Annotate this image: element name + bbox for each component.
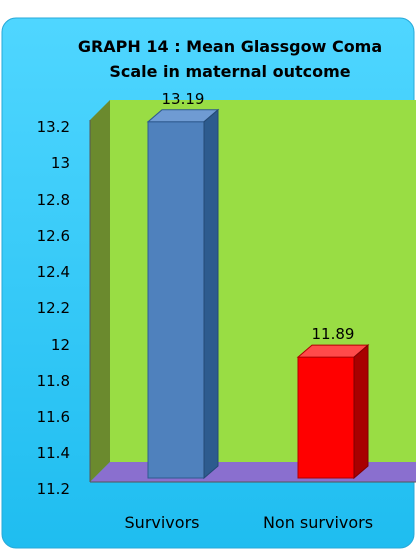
y-tick-label: 12.8 [37,191,70,209]
data-label-survivors: 13.19 [162,90,205,108]
y-tick-label: 12 [51,336,70,354]
data-label-non-survivors: 11.89 [312,325,355,343]
y-tick-label: 12.2 [37,299,70,317]
bar-non-survivors-front [297,356,355,479]
x-category-label: Non survivors [263,513,373,532]
y-tick-labels: 11.2 11.4 11.6 11.8 12 12.2 12.4 12.6 12… [37,118,70,498]
y-tick-label: 13 [51,154,70,172]
chart-title-line-2: Scale in maternal outcome [109,62,350,81]
bar-non-survivors [296,344,370,480]
y-tick-label: 11.2 [37,480,70,498]
y-tick-label: 11.8 [37,372,70,390]
bar-non-survivors-side [353,344,369,480]
y-tick-label: 11.6 [37,408,70,426]
bar-survivors-side [203,108,219,480]
x-category-label: Survivors [125,513,200,532]
y-tick-label: 12.6 [37,227,70,245]
y-tick-label: 12.4 [37,263,70,281]
plot-side-wall [90,100,110,482]
bar-survivors [146,108,220,480]
chart-title-line-1: GRAPH 14 : Mean Glassgow Coma [78,37,382,56]
bar-survivors-front [147,121,205,479]
y-tick-label: 13.2 [37,118,70,136]
y-tick-label: 11.4 [37,444,70,462]
